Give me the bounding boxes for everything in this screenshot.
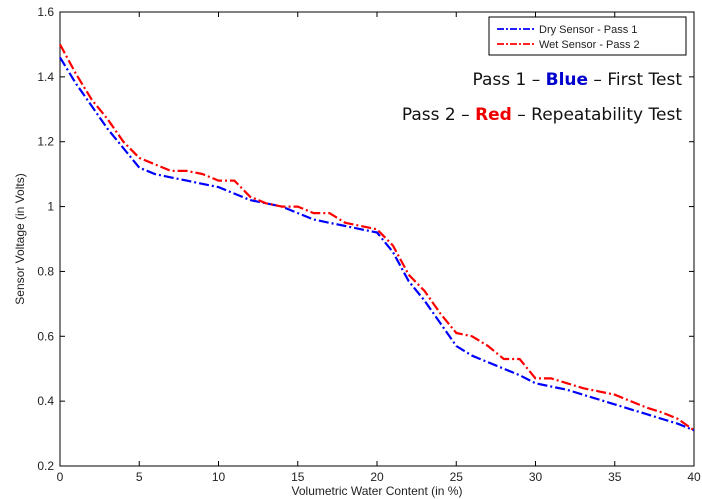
y-tick-label: 0.8 [37,264,54,278]
x-tick-label: 30 [529,470,543,484]
annotation-part: – Repeatability Test [512,105,682,125]
x-tick-label: 25 [450,470,464,484]
y-tick-label: 0.2 [37,459,54,473]
annotations: Pass 1 – Blue – First Test Pass 2 – Red –… [402,70,682,125]
plot-area [59,11,695,467]
annotation-part: Blue [546,70,588,90]
legend: Dry Sensor - Pass 1 Wet Sensor - Pass 2 [488,16,687,56]
y-tick-label: 0.6 [37,329,54,343]
annotation-part: Pass 1 – [472,70,545,90]
x-tick-label: 15 [291,470,305,484]
y-axis-label: Sensor Voltage (in Volts) [13,173,27,304]
x-tick-label: 35 [608,470,622,484]
series-line-1 [59,56,695,432]
plot-frame [59,11,695,467]
annotation-part: – First Test [588,70,682,90]
ticks-layer: 0 5 10 15 20 25 30 35 40 0.2 0.4 0.6 0.8 1 1.2 1.4 1.6 [37,5,701,484]
annotation-line-1: Pass 1 – Blue – First Test [472,70,682,90]
x-tick-label: 0 [57,470,64,484]
x-axis-label: Volumetric Water Content (in %) [292,484,463,498]
y-tick-label: 1.6 [37,5,54,19]
x-tick-label: 10 [212,470,226,484]
legend-label: Dry Sensor - Pass 1 [539,24,637,36]
annotation-line-2: Pass 2 – Red – Repeatability Test [402,105,682,125]
y-tick-label: 1.4 [37,70,54,84]
legend-box [488,16,687,56]
annotation-part: Red [475,105,512,125]
x-tick-label: 40 [687,470,701,484]
y-tick-label: 0.4 [37,394,54,408]
y-tick-label: 1.2 [37,135,54,149]
x-tick-label: 20 [370,470,384,484]
series-line-2 [59,43,695,432]
x-tick-label: 5 [136,470,143,484]
series-layer [59,43,695,432]
legend-label: Wet Sensor - Pass 2 [539,39,640,51]
annotation-part: Pass 2 – [402,105,475,125]
y-tick-label: 1 [47,200,54,214]
